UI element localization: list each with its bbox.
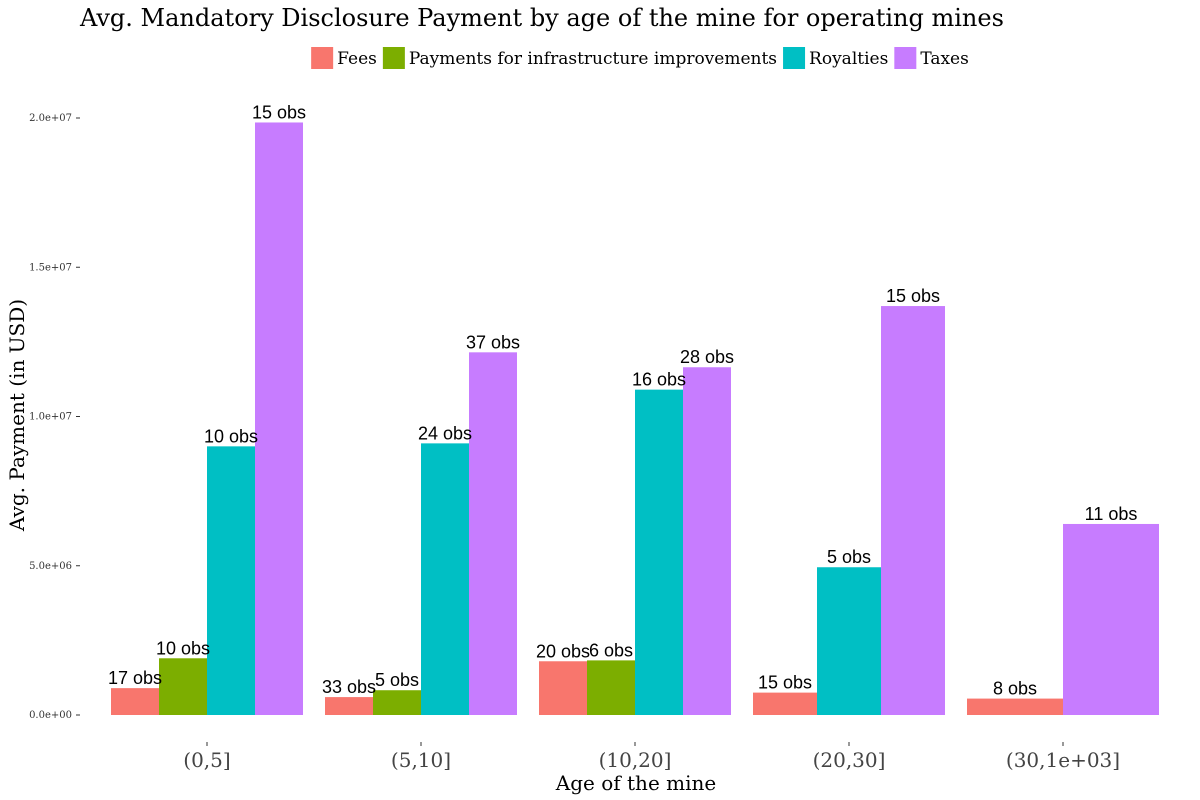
legend-key-2 [382, 47, 405, 69]
bar-data-label: 8 obs [993, 679, 1037, 699]
bar-fees-2 [325, 697, 373, 715]
legend-label: Royalties [809, 49, 888, 69]
x-tick-label: (20,30] [813, 748, 886, 772]
bar-data-label: 6 obs [589, 640, 633, 660]
bar-taxes-3 [683, 367, 731, 715]
bar-payments-for-infrastructure-improvements-1 [159, 658, 207, 715]
bar-data-label: 15 obs [886, 286, 940, 306]
bar-data-label: 28 obs [680, 347, 734, 367]
bar-royalties-3 [635, 389, 683, 715]
y-tick-label: 1.5e+07 [29, 262, 72, 273]
x-axis: (0,5] (5,10] (10,20] (20,30] (30,1e+03] [183, 742, 1120, 772]
bar-data-label: 11 obs [1085, 504, 1138, 524]
bar-data-label: 5 obs [827, 547, 871, 567]
y-tick-label: 5.0e+06 [29, 561, 72, 572]
bar-payments-for-infrastructure-improvements-3 [587, 660, 635, 715]
bar-data-label: 15 obs [758, 673, 812, 693]
x-tick-label: (5,10] [391, 748, 451, 772]
bar-data-label: 10 obs [156, 638, 210, 658]
bar-data-label: 20 obs [536, 641, 590, 661]
y-tick-label: 1.0e+07 [29, 412, 72, 423]
bar-royalties-1 [207, 446, 255, 715]
x-tick-label: (0,5] [183, 748, 230, 772]
bar-data-label: 24 obs [418, 423, 472, 443]
legend-label: Fees [337, 49, 377, 69]
y-tick-label: 2.0e+07 [29, 113, 72, 124]
y-tick-label: 0.0e+00 [29, 710, 72, 721]
chart-title: Avg. Mandatory Disclosure Payment by age… [79, 4, 1004, 32]
legend-label: Taxes [920, 49, 969, 69]
bar-data-label: 33 obs [322, 677, 376, 697]
bars [111, 122, 1159, 716]
bar-data-label: 10 obs [204, 426, 258, 446]
bar-data-label: 5 obs [375, 670, 419, 690]
bar-taxes-2 [469, 352, 517, 715]
bar-fees-3 [539, 661, 587, 715]
bar-data-label: 17 obs [108, 668, 162, 688]
bar-data-label: 16 obs [632, 370, 686, 390]
bar-fees-5 [967, 698, 1063, 715]
legend: Fees Payments for infrastructure improvem… [311, 47, 969, 69]
legend-key-4 [894, 47, 917, 69]
legend-key-1 [311, 47, 334, 69]
bar-taxes-4 [881, 306, 945, 715]
x-tick-label: (30,1e+03] [1006, 748, 1120, 772]
x-axis-title: Age of the mine [555, 771, 716, 795]
bar-taxes-5 [1063, 523, 1159, 715]
y-axis: 0.0e+00 5.0e+06 1.0e+07 1.5e+07 2.0e+07 [29, 113, 80, 721]
y-axis-title: Avg. Payment (in USD) [5, 299, 29, 532]
legend-label: Payments for infrastructure improvements [409, 49, 777, 69]
bar-royalties-2 [421, 443, 469, 715]
bar-payments-for-infrastructure-improvements-2 [373, 690, 421, 715]
bar-fees-1 [111, 688, 159, 715]
legend-key-3 [783, 47, 806, 69]
bar-royalties-4 [817, 567, 881, 715]
bar-taxes-1 [255, 122, 303, 716]
x-tick-label: (10,20] [599, 748, 672, 772]
bar-data-label: 15 obs [252, 102, 306, 122]
bar-data-label: 37 obs [466, 332, 520, 352]
bar-fees-4 [753, 692, 817, 715]
